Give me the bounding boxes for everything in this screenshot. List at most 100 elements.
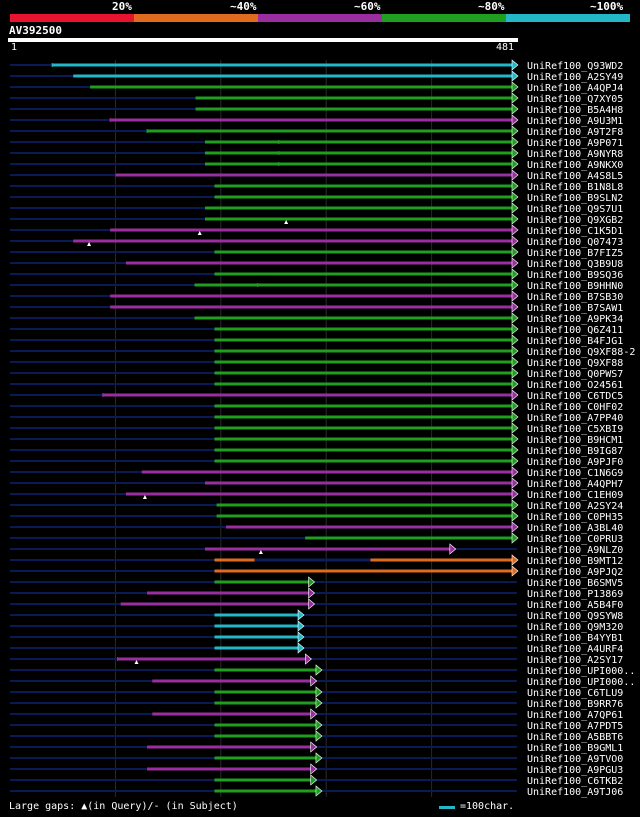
hit-arrowhead [511,257,519,269]
hit-arrowhead [310,741,318,753]
hit-arrowhead [511,510,519,522]
hit-label: UniRef100_A9PJQ2 [527,567,623,578]
hit-label: UniRef100_B9RR76 [527,699,623,710]
legend-label-40: ~40% [230,0,257,13]
legend-label-60: ~60% [354,0,381,13]
hit-label: UniRef100_A9NLZ0 [527,545,623,556]
ruler-start: 1 [11,42,18,53]
hit-arrowhead [310,675,318,687]
hit-arrowhead [511,411,519,423]
hit-label: UniRef100_Q9M320 [527,622,623,633]
hit-arrowhead [511,477,519,489]
hit-arrowhead [308,576,316,588]
hit-label: UniRef100_A3BL40 [527,523,623,534]
scale-label: =100char. [460,801,515,812]
hit-arrowhead [310,763,318,775]
hit-arrowhead [308,598,316,610]
hit-label: UniRef100_O24561 [527,380,623,391]
hit-label: UniRef100_C0PH35 [527,512,623,523]
hit-arrowhead [511,521,519,533]
hit-label: UniRef100_A9U3M1 [527,116,623,127]
hit-label: UniRef100_A2SY49 [527,72,623,83]
hit-label: UniRef100_Q9XF88-2 [527,347,635,358]
hit-label: UniRef100_Q9SYW8 [527,611,623,622]
hit-arrowhead [511,532,519,544]
hit-label: UniRef100_B6SMV5 [527,578,623,589]
hit-label: UniRef100_C0HF02 [527,402,623,413]
hit-arrowhead [511,356,519,368]
hit-label: UniRef100_C1N6G9 [527,468,623,479]
hit-label: UniRef100_Q9S7U1 [527,204,623,215]
legend-label-100: ~100% [590,0,624,13]
hit-label: UniRef100_C6TDC5 [527,391,623,402]
hit-label: UniRef100_A4URF4 [527,644,623,655]
hit-label: UniRef100_A4QPH7 [527,479,623,490]
hit-label: UniRef100_A9NKX0 [527,160,623,171]
hit-arrowhead [511,103,519,115]
hit-arrowhead [511,367,519,379]
hit-arrowhead [511,213,519,225]
hit-label: UniRef100_B9MT12 [527,556,623,567]
hit-arrowhead [511,235,519,247]
hit-arrowhead [315,719,323,731]
hit-arrowhead [511,147,519,159]
hit-arrowhead [511,70,519,82]
hit-arrowhead [511,378,519,390]
hit-arrowhead [511,301,519,313]
hit-label: UniRef100_C6TKB2 [527,776,623,787]
hit-arrowhead [310,708,318,720]
hit-arrowhead [511,158,519,170]
hit-arrowhead [511,202,519,214]
hit-label: UniRef100_B5A4H8 [527,105,623,116]
hit-label: UniRef100_B7SB30 [527,292,623,303]
legend-label-80: ~80% [478,0,505,13]
hit-label: UniRef100_Q3B9U8 [527,259,623,270]
hit-label: UniRef100_A9PJF0 [527,457,623,468]
hit-label: UniRef100_B7FIZ5 [527,248,623,259]
hit-label: UniRef100_A9TJ06 [527,787,623,798]
hit-label: UniRef100_A2SY24 [527,501,623,512]
hit-arrowhead [511,389,519,401]
hit-arrowhead [511,466,519,478]
hit-arrowhead [511,323,519,335]
query-gap-marker [197,231,202,235]
hit-arrowhead [511,312,519,324]
hit-label: UniRef100_B9GML1 [527,743,623,754]
legend-band-20 [10,14,134,22]
hit-label: UniRef100_UPI000.. [527,666,635,677]
query-gap-marker [87,242,92,246]
hit-arrowhead [511,59,519,71]
hit-arrowhead [511,136,519,148]
legend-band-40 [134,14,258,22]
hit-arrowhead [511,488,519,500]
ruler-end: 481 [496,42,515,53]
hit-arrowhead [315,664,323,676]
hit-label: UniRef100_A7PP40 [527,413,623,424]
query-name: AV392500 [9,24,62,37]
hit-arrowhead [511,433,519,445]
query-ruler [8,38,518,42]
hit-arrowhead [511,81,519,93]
hit-tracks: UniRef100_Q93WD2UniRef100_A2SY49UniRef10… [10,59,635,798]
hit-arrowhead [315,752,323,764]
hit-label: UniRef100_C0PRU3 [527,534,623,545]
hit-label: UniRef100_UPI000.. [527,677,635,688]
hit-label: UniRef100_Q9XF88 [527,358,623,369]
hit-arrowhead [511,279,519,291]
hit-arrowhead [315,730,323,742]
hit-arrowhead [511,499,519,511]
hit-label: UniRef100_A5BBT6 [527,732,623,743]
hit-arrowhead [297,642,305,654]
hit-arrowhead [297,631,305,643]
hit-arrowhead [511,422,519,434]
hit-label: UniRef100_Q7XY05 [527,94,623,105]
legend-band-100 [506,14,630,22]
hit-label: UniRef100_A9P071 [527,138,623,149]
hit-label: UniRef100_Q07473 [527,237,623,248]
hit-arrowhead [511,180,519,192]
hit-arrowhead [297,620,305,632]
hit-arrowhead [310,774,318,786]
hit-arrowhead [305,653,312,665]
hit-arrowhead [511,455,519,467]
hit-arrowhead [511,169,519,181]
